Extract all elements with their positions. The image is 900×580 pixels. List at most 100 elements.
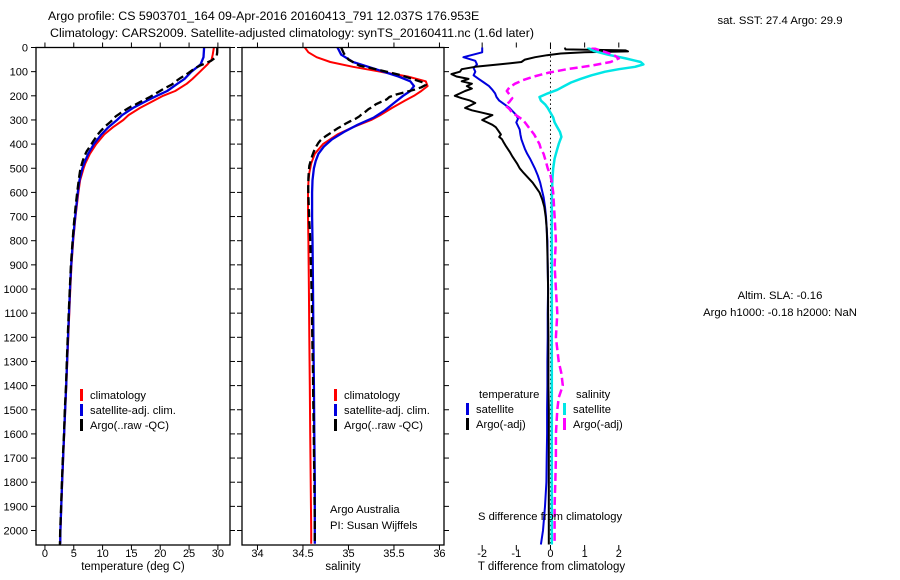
x-tick-label: 5 [71,548,77,560]
temperature-series-satellite-adj-clim- [59,47,206,544]
difference-series-s-argo-adj- [504,47,621,545]
sla-map-title: Altim. SLA: -0.16 [737,290,823,302]
y-tick-label: 300 [10,115,28,127]
y-tick-label: 700 [10,212,28,224]
figure-title-line2: Climatology: CARS2009. Satellite-adjuste… [50,26,534,40]
argo-line-swatch [334,419,337,431]
temperature-legend: climatology satellite-adj. clim. Argo(..… [80,389,176,434]
y-tick-label: 200 [10,91,28,103]
legend-row: Argo(..raw -QC) [80,419,176,434]
x-tick-label: 35.5 [383,548,404,560]
temperature-series-argo-raw-qc- [58,47,219,545]
y-tick-label: 2000 [4,526,28,538]
y-tick-label: 600 [10,187,28,199]
difference-series-t-argo-adj- [450,47,629,545]
difference-legend-temperature: temperature satellite Argo(-adj) [466,388,539,433]
s-satellite-line-swatch [563,403,566,415]
legend-header: salinity [576,389,611,401]
legend-row: climatology [334,389,430,404]
figure-title-line1: Argo profile: CS 5903701_164 09-Apr-2016… [48,9,480,23]
legend-row: Argo(-adj) [466,418,539,433]
temperature-panel: 0 5 10 15 20 25 300100200300400500600700800900… [4,42,235,560]
salinity-panel: 34 34.5 35 35.5 36 [237,42,449,560]
x-tick-label: -2 [477,548,487,560]
x-tick-label: 0 [547,548,553,560]
climatology-line-swatch [80,389,83,401]
salinity-plot-area [303,47,429,545]
legend-row: Argo(..raw -QC) [334,419,430,434]
x-tick-label: 30 [212,548,224,560]
salinity-series-argo-raw-qc- [307,47,427,545]
legend-row: satellite-adj. clim. [80,404,176,419]
panel-frame [241,46,445,546]
difference-plot-area [450,47,645,545]
legend-label: satellite [573,404,611,416]
x-tick-label: 2 [616,548,622,560]
x-tick-label: 36 [433,548,445,560]
t-argo-line-swatch [466,418,469,430]
x-tick-label: 0 [42,548,48,560]
legend-row: satellite [466,403,539,418]
legend-label: Argo(-adj) [476,419,526,431]
sla-map-subtitle: Argo h1000: -0.18 h2000: NaN [703,307,857,319]
x-tick-label: 10 [96,548,108,560]
legend-label: satellite-adj. clim. [344,405,430,417]
salinity-axis-label: salinity [325,561,361,573]
legend-header: temperature [479,389,540,401]
legend-label: satellite [476,404,514,416]
y-tick-label: 1800 [4,477,28,489]
x-tick-label: 34.5 [292,548,313,560]
y-tick-label: 1500 [4,405,28,417]
y-tick-label: 1100 [4,308,28,320]
legend-label: Argo(..raw -QC) [344,420,423,432]
x-tick-label: 34 [251,548,263,560]
salinity-legend: climatology satellite-adj. clim. Argo(..… [334,389,430,434]
legend-label: climatology [90,390,146,402]
y-tick-label: 1400 [4,381,28,393]
y-tick-label: 1000 [4,284,28,296]
t-difference-axis-label: T difference from climatology [477,561,626,573]
salinity-series-satellite-adj-clim- [310,47,416,544]
legend-label: climatology [344,390,400,402]
t-satellite-line-swatch [466,403,469,415]
program-note-line2: PI: Susan Wijffels [330,520,418,532]
s-argo-line-swatch [563,418,566,430]
argo-line-swatch [80,419,83,431]
temperature-axis-label: temperature (deg C) [81,561,185,573]
difference-series-t-satellite [462,47,550,545]
difference-legend-salinity: salinity satellite Argo(-adj) [563,388,623,433]
y-tick-label: 1200 [4,332,28,344]
y-tick-label: 900 [10,260,28,272]
legend-row: Argo(-adj) [563,418,623,433]
y-tick-label: 100 [10,67,28,79]
temperature-series-climatology [59,47,215,544]
y-tick-label: 500 [10,163,28,175]
satellite-adj-line-swatch [80,404,83,416]
x-tick-label: 35 [342,548,354,560]
x-tick-label: 20 [154,548,166,560]
x-tick-label: 15 [125,548,137,560]
x-tick-label: -1 [511,548,521,560]
legend-label: satellite-adj. clim. [90,405,176,417]
x-tick-label: 25 [183,548,195,560]
y-tick-label: 1300 [4,356,28,368]
legend-label: Argo(..raw -QC) [90,420,169,432]
y-tick-label: 1600 [4,429,28,441]
legend-row: satellite-adj. clim. [334,404,430,419]
y-tick-label: 1900 [4,501,28,513]
legend-row: satellite [563,403,623,418]
satellite-adj-line-swatch [334,404,337,416]
program-note-line1: Argo Australia [330,504,400,516]
s-difference-axis-label: S difference from climatology [478,511,623,523]
climatology-line-swatch [334,389,337,401]
y-tick-label: 0 [22,43,28,55]
y-tick-label: 1700 [4,453,28,465]
program-note: Argo Australia PI: Susan Wijffels [330,502,417,534]
panel-frame [35,46,231,546]
legend-row: climatology [80,389,176,404]
x-tick-label: 1 [582,548,588,560]
sst-map-title: sat. SST: 27.4 Argo: 29.9 [717,15,843,27]
temperature-plot-area [58,47,219,545]
